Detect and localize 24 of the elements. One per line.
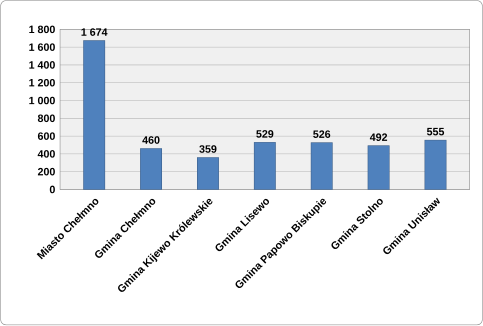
data-label: 1 674: [81, 28, 108, 36]
y-tick-label: 200: [38, 168, 55, 176]
y-tick-label: 600: [38, 132, 55, 140]
y-tick-label: 0: [50, 186, 55, 194]
y-tick-label: 400: [38, 150, 55, 158]
y-tick-label: 1 000: [29, 96, 55, 105]
bar: [310, 142, 333, 190]
bar: [424, 140, 446, 190]
bar: [197, 157, 219, 190]
data-label: 529: [256, 130, 274, 138]
y-tick-label: 1 200: [29, 79, 55, 87]
y-tick-label: 800: [38, 114, 55, 122]
bar: [254, 142, 276, 190]
data-label: 555: [426, 128, 444, 136]
y-tick-label: 1 400: [29, 61, 55, 69]
bar: [368, 146, 390, 190]
data-label: 460: [142, 136, 160, 144]
y-tick-label: 1 800: [29, 26, 55, 34]
y-tick-label: 1 600: [29, 44, 55, 52]
bar: [140, 148, 162, 190]
bar: [83, 40, 106, 190]
data-label: 492: [370, 134, 388, 142]
data-label: 359: [199, 145, 216, 154]
data-label: 526: [313, 130, 330, 138]
